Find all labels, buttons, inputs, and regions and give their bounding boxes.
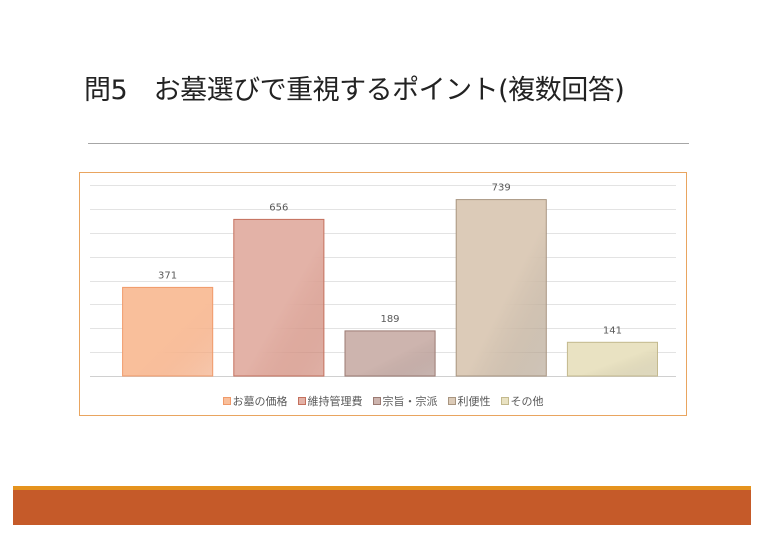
slide-title: 問5 お墓選びで重視するポイント(複数回答) xyxy=(84,75,625,106)
chart-frame: 371 656 189 739 141 お墓の価格 維持管理費 宗旨・宗派 利便性 その他 xyxy=(79,172,687,416)
legend-swatch xyxy=(500,397,509,405)
legend-swatch xyxy=(222,397,231,405)
legend-label: 宗旨・宗派 xyxy=(382,395,438,408)
title-divider xyxy=(88,143,689,144)
bar-chart: 371 656 189 739 141 xyxy=(90,183,676,377)
data-label: 656 xyxy=(269,202,288,213)
data-label: 371 xyxy=(158,270,177,281)
footer-bar xyxy=(13,490,751,525)
legend-label: 利便性 xyxy=(457,395,491,408)
legend-item: 維持管理費 xyxy=(297,393,363,409)
legend-label: 維持管理費 xyxy=(307,395,363,408)
bar-4 xyxy=(455,199,547,377)
data-label: 739 xyxy=(492,183,511,194)
legend-swatch xyxy=(447,397,456,405)
footer-accent-line xyxy=(13,486,751,490)
legend-item: お墓の価格 xyxy=(222,393,288,409)
legend-label: お墓の価格 xyxy=(232,395,288,408)
legend-item: 宗旨・宗派 xyxy=(372,393,438,409)
bar-5 xyxy=(566,341,658,377)
legend-item: 利便性 xyxy=(447,393,491,409)
bar-2 xyxy=(233,218,325,377)
data-label: 141 xyxy=(603,325,622,336)
legend-swatch xyxy=(297,397,306,405)
bar-1 xyxy=(122,286,214,377)
chart-legend: お墓の価格 維持管理費 宗旨・宗派 利便性 その他 xyxy=(80,393,686,409)
bar-3 xyxy=(344,330,436,377)
data-label: 189 xyxy=(380,314,399,325)
legend-label: その他 xyxy=(510,395,544,408)
legend-swatch xyxy=(372,397,381,405)
legend-item: その他 xyxy=(500,393,544,409)
